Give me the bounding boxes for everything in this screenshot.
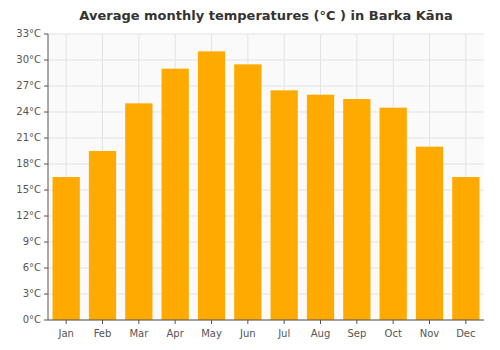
y-tick bbox=[44, 242, 48, 243]
y-grid-line bbox=[48, 320, 484, 321]
y-tick-label: 6°C bbox=[23, 262, 41, 273]
y-tick bbox=[44, 138, 48, 139]
x-tick bbox=[429, 320, 430, 324]
x-tick-label: Jan bbox=[57, 328, 73, 339]
x-tick-label: May bbox=[201, 328, 222, 339]
x-tick bbox=[247, 320, 248, 324]
x-tick bbox=[211, 320, 212, 324]
bars bbox=[53, 51, 480, 320]
x-tick-label: Aug bbox=[311, 328, 331, 339]
chart-svg: 0°C 3°C 6°C 9°C 12°C 15°C 18°C 21°C 24°C 27°C 30°C… bbox=[0, 0, 500, 350]
x-tick-label: Sep bbox=[347, 328, 366, 339]
y-grid-line bbox=[48, 138, 484, 139]
axes: 0°C 3°C 6°C 9°C 12°C 15°C 18°C 21°C 24°C 27°C 30°C… bbox=[16, 28, 484, 339]
y-tick-label: 30°C bbox=[16, 54, 41, 65]
bar bbox=[307, 95, 334, 320]
y-tick-label: 18°C bbox=[16, 158, 41, 169]
y-axis-line bbox=[48, 34, 49, 320]
y-tick bbox=[44, 86, 48, 87]
bar bbox=[380, 108, 407, 320]
y-tick bbox=[44, 60, 48, 61]
bar bbox=[198, 51, 225, 320]
y-tick-label: 33°C bbox=[16, 28, 41, 39]
x-tick-label: Oct bbox=[385, 328, 402, 339]
y-tick-label: 15°C bbox=[16, 184, 41, 195]
bar bbox=[416, 147, 443, 320]
bar bbox=[162, 69, 189, 320]
x-tick bbox=[66, 320, 67, 324]
y-tick-label: 24°C bbox=[16, 106, 41, 117]
y-tick bbox=[44, 320, 48, 321]
x-tick bbox=[138, 320, 139, 324]
y-grid-line bbox=[48, 60, 484, 61]
bar bbox=[271, 90, 298, 320]
x-tick-label: Nov bbox=[420, 328, 440, 339]
bar bbox=[343, 99, 370, 320]
x-tick bbox=[102, 320, 103, 324]
bar bbox=[234, 64, 261, 320]
x-tick bbox=[356, 320, 357, 324]
y-tick-label: 27°C bbox=[16, 80, 41, 91]
bar bbox=[125, 103, 152, 320]
y-tick-label: 21°C bbox=[16, 132, 41, 143]
x-tick bbox=[175, 320, 176, 324]
y-tick-label: 12°C bbox=[16, 210, 41, 221]
y-grid-line bbox=[48, 86, 484, 87]
x-tick-label: Mar bbox=[129, 328, 149, 339]
bar bbox=[89, 151, 116, 320]
x-tick bbox=[465, 320, 466, 324]
y-tick-label: 3°C bbox=[23, 288, 41, 299]
y-grid-line bbox=[48, 112, 484, 113]
x-tick bbox=[284, 320, 285, 324]
y-tick bbox=[44, 164, 48, 165]
y-tick-label: 9°C bbox=[23, 236, 41, 247]
x-tick-label: Jul bbox=[277, 328, 290, 339]
y-tick bbox=[44, 294, 48, 295]
bar bbox=[452, 177, 479, 320]
chart-title: Average monthly temperatures (°C ) in Ba… bbox=[79, 8, 452, 23]
x-tick-label: Jun bbox=[239, 328, 256, 339]
y-tick bbox=[44, 34, 48, 35]
y-tick bbox=[44, 190, 48, 191]
y-tick-label: 0°C bbox=[23, 314, 41, 325]
x-tick-label: Feb bbox=[94, 328, 112, 339]
plot-background bbox=[48, 34, 484, 320]
y-grid-line bbox=[48, 34, 484, 35]
y-tick bbox=[44, 112, 48, 113]
grid bbox=[48, 34, 484, 320]
x-tick-label: Dec bbox=[456, 328, 475, 339]
x-axis-line bbox=[48, 320, 484, 321]
x-tick-label: Apr bbox=[167, 328, 185, 339]
y-tick bbox=[44, 268, 48, 269]
x-tick bbox=[393, 320, 394, 324]
y-tick bbox=[44, 216, 48, 217]
chart-container: 0°C 3°C 6°C 9°C 12°C 15°C 18°C 21°C 24°C 27°C 30°C… bbox=[0, 0, 500, 350]
bar bbox=[53, 177, 80, 320]
x-tick bbox=[320, 320, 321, 324]
